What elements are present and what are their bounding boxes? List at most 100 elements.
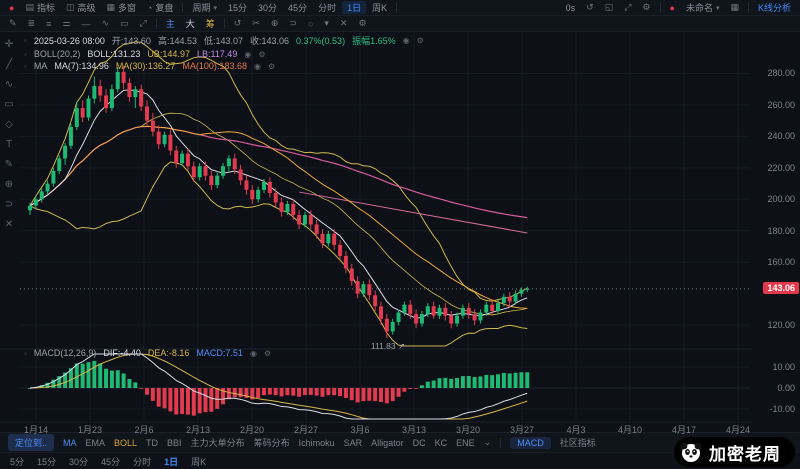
locate-button[interactable]: 定位到.. <box>8 434 55 451</box>
expand-tool-icon[interactable]: ⤢ <box>135 17 152 30</box>
layout-grid-icon[interactable]: ◱ <box>600 1 619 14</box>
add-icon[interactable]: ⊕ <box>266 17 284 30</box>
indicator-alligator[interactable]: Alligator <box>371 437 404 448</box>
app-logo[interactable]: ● <box>4 1 19 14</box>
layout-name-dropdown[interactable]: 未命名 ▾ <box>681 1 725 14</box>
indicator-ichimoku[interactable]: Ichimoku <box>298 437 335 448</box>
undo-icon[interactable]: ↺ <box>581 1 599 14</box>
cut-icon[interactable]: ✂ <box>247 17 265 30</box>
time-axis-label: 3月6 <box>350 425 370 435</box>
macd-axis-label: -10.00 <box>769 404 795 414</box>
kline-analysis-button[interactable]: K线分析 <box>753 1 796 14</box>
indicator-ene[interactable]: ENE <box>456 437 475 448</box>
shape-tool-icon[interactable]: ◇ <box>5 119 13 130</box>
tfbar-1w[interactable]: 周K <box>191 456 207 467</box>
tfbar-15m[interactable]: 15分 <box>37 456 57 467</box>
advanced-button[interactable]: ◫ 高级 <box>61 1 101 14</box>
time-axis[interactable]: 1月14 1月23 2月6 2月13 2月20 2月27 3月6 3月13 3月20 3月27 4月… <box>0 423 752 435</box>
eraser-tool-icon[interactable]: ✕ <box>4 219 14 230</box>
eye-icon[interactable]: ◉ <box>249 348 257 358</box>
main-chart-toggle[interactable]: 主 <box>161 17 180 30</box>
indicator-chips[interactable]: 筹码分布 <box>253 438 290 448</box>
indicator-ma[interactable]: MA <box>63 437 77 448</box>
indicator-dc[interactable]: DC <box>412 437 426 448</box>
tfbar-intraday[interactable]: 分时 <box>133 456 152 467</box>
horizontal-line-icon[interactable]: ― <box>76 17 95 30</box>
gear-icon[interactable]: ⚙ <box>263 348 272 358</box>
ohlc-row-bullet-icon[interactable]: ◦ <box>24 36 27 45</box>
circle-tool-icon[interactable]: ○ <box>303 17 318 30</box>
indicator-boll[interactable]: BOLL <box>114 437 138 448</box>
sub-indicator-community[interactable]: 社区指标 <box>559 438 596 448</box>
replay-button[interactable]: ◔ 复盘 <box>142 1 178 14</box>
tfbar-45m[interactable]: 45分 <box>101 456 121 467</box>
fullscreen-icon[interactable]: ⤢ <box>619 1 636 14</box>
price-axis-label: 180.00 <box>767 225 795 236</box>
replay-speed[interactable]: 0s <box>561 1 581 14</box>
tfbar-30m[interactable]: 30分 <box>69 456 89 467</box>
indicators-button[interactable]: ▤ 指标 <box>20 1 60 14</box>
parallel-lines-icon[interactable]: ≡ <box>41 17 56 30</box>
ma-row-bullet-icon[interactable]: ◦ <box>24 61 27 71</box>
tf-30m-button[interactable]: 30分 <box>253 1 282 14</box>
indicator-kc[interactable]: KC <box>434 437 448 448</box>
draw-pencil-icon[interactable]: ✎ <box>4 17 22 30</box>
delete-drawings-icon[interactable]: ✕ <box>335 17 353 30</box>
magnet-tool-icon[interactable]: ⊃ <box>4 199 14 210</box>
tf-15m-button[interactable]: 15分 <box>223 1 252 14</box>
ohlc-row-value: 低:143.07 <box>203 36 243 46</box>
indicator-bbi[interactable]: BBI <box>167 437 182 448</box>
eye-icon[interactable]: ◉ <box>244 49 252 59</box>
tf-1d-button[interactable]: 1日 <box>342 1 367 14</box>
crosshair-tool-icon[interactable]: ✛ <box>4 39 14 50</box>
trendline-tool-icon[interactable]: ╱ <box>5 59 13 70</box>
tf-intraday-button[interactable]: 分时 <box>313 1 341 14</box>
gear-icon[interactable]: ⚙ <box>267 61 276 71</box>
more-indicators-icon[interactable]: ⌄ <box>483 437 492 447</box>
period-dropdown[interactable]: 周期 ▾ <box>187 1 222 14</box>
indicator-td[interactable]: TD <box>146 437 159 448</box>
chips-toggle[interactable]: 筹 <box>201 17 220 30</box>
fib-tool-icon[interactable]: ⊕ <box>4 179 14 190</box>
rectangle-tool-icon[interactable]: ▭ <box>115 17 134 30</box>
draw-pencil-icon-glyph: ✎ <box>9 18 17 28</box>
indicator-sar[interactable]: SAR <box>343 437 363 448</box>
save-layout-icon[interactable]: ▦ <box>725 1 744 14</box>
undo-draw-icon[interactable]: ↺ <box>229 17 247 30</box>
settings-icon[interactable]: ⚙ <box>637 1 655 14</box>
gear-icon[interactable]: ⚙ <box>416 36 424 45</box>
large-text-toggle[interactable]: 大 <box>181 17 200 30</box>
tf-1w-button[interactable]: 周K <box>367 1 392 14</box>
dropdown-icon[interactable]: ▾ <box>319 17 334 30</box>
undo-draw-icon-glyph: ↺ <box>233 18 242 28</box>
multi-window-button[interactable]: ▦ 多窗 <box>102 1 142 14</box>
gear-icon[interactable]: ⚙ <box>258 49 266 59</box>
wave-pattern-tool-icon[interactable]: ∿ <box>4 79 14 90</box>
draw-settings-icon[interactable]: ⚙ <box>353 17 371 30</box>
indicator-ema[interactable]: EMA <box>85 437 106 448</box>
text-tool-icon[interactable]: T <box>5 139 13 150</box>
candlestick-chart[interactable]: 111.83 ↗ <box>0 32 752 432</box>
tf-45m-button[interactable]: 45分 <box>283 1 312 14</box>
line-styles-icon[interactable]: ≣ <box>23 17 41 30</box>
boll-row-value: LB:117.49 <box>196 49 238 59</box>
wave-tool-icon[interactable]: ∿ <box>96 17 114 30</box>
tfbar-1d[interactable]: 1日 <box>164 456 179 467</box>
bars-style-icon[interactable]: ⚌ <box>57 17 75 30</box>
price-axis[interactable]: 280.00 260.00 240.00 220.00 200.00 180.00 160.… <box>754 32 800 432</box>
chevron-down-icon: ▾ <box>715 4 720 12</box>
draw-settings-icon-glyph: ⚙ <box>358 18 367 28</box>
boll-row-bullet-icon[interactable]: ◦ <box>24 49 27 59</box>
rectangle-shape-tool-icon[interactable]: ▭ <box>4 99 14 110</box>
eye-icon[interactable]: ◉ <box>402 36 410 45</box>
tfbar-5m[interactable]: 5分 <box>10 456 25 467</box>
price-axis-label: 280.00 <box>767 68 795 79</box>
magnet-icon[interactable]: ⊃ <box>284 17 302 30</box>
alert-dot-icon[interactable]: ● <box>665 1 680 14</box>
save-layout-icon-glyph: ▦ <box>730 2 739 12</box>
sub-indicator-macd[interactable]: MACD <box>510 436 551 449</box>
eye-icon[interactable]: ◉ <box>253 61 261 71</box>
pencil-tool-icon[interactable]: ✎ <box>4 159 14 170</box>
macd-row-bullet-icon[interactable]: ◦ <box>24 348 27 358</box>
indicator-bigorders[interactable]: 主力大单分布 <box>190 438 245 448</box>
